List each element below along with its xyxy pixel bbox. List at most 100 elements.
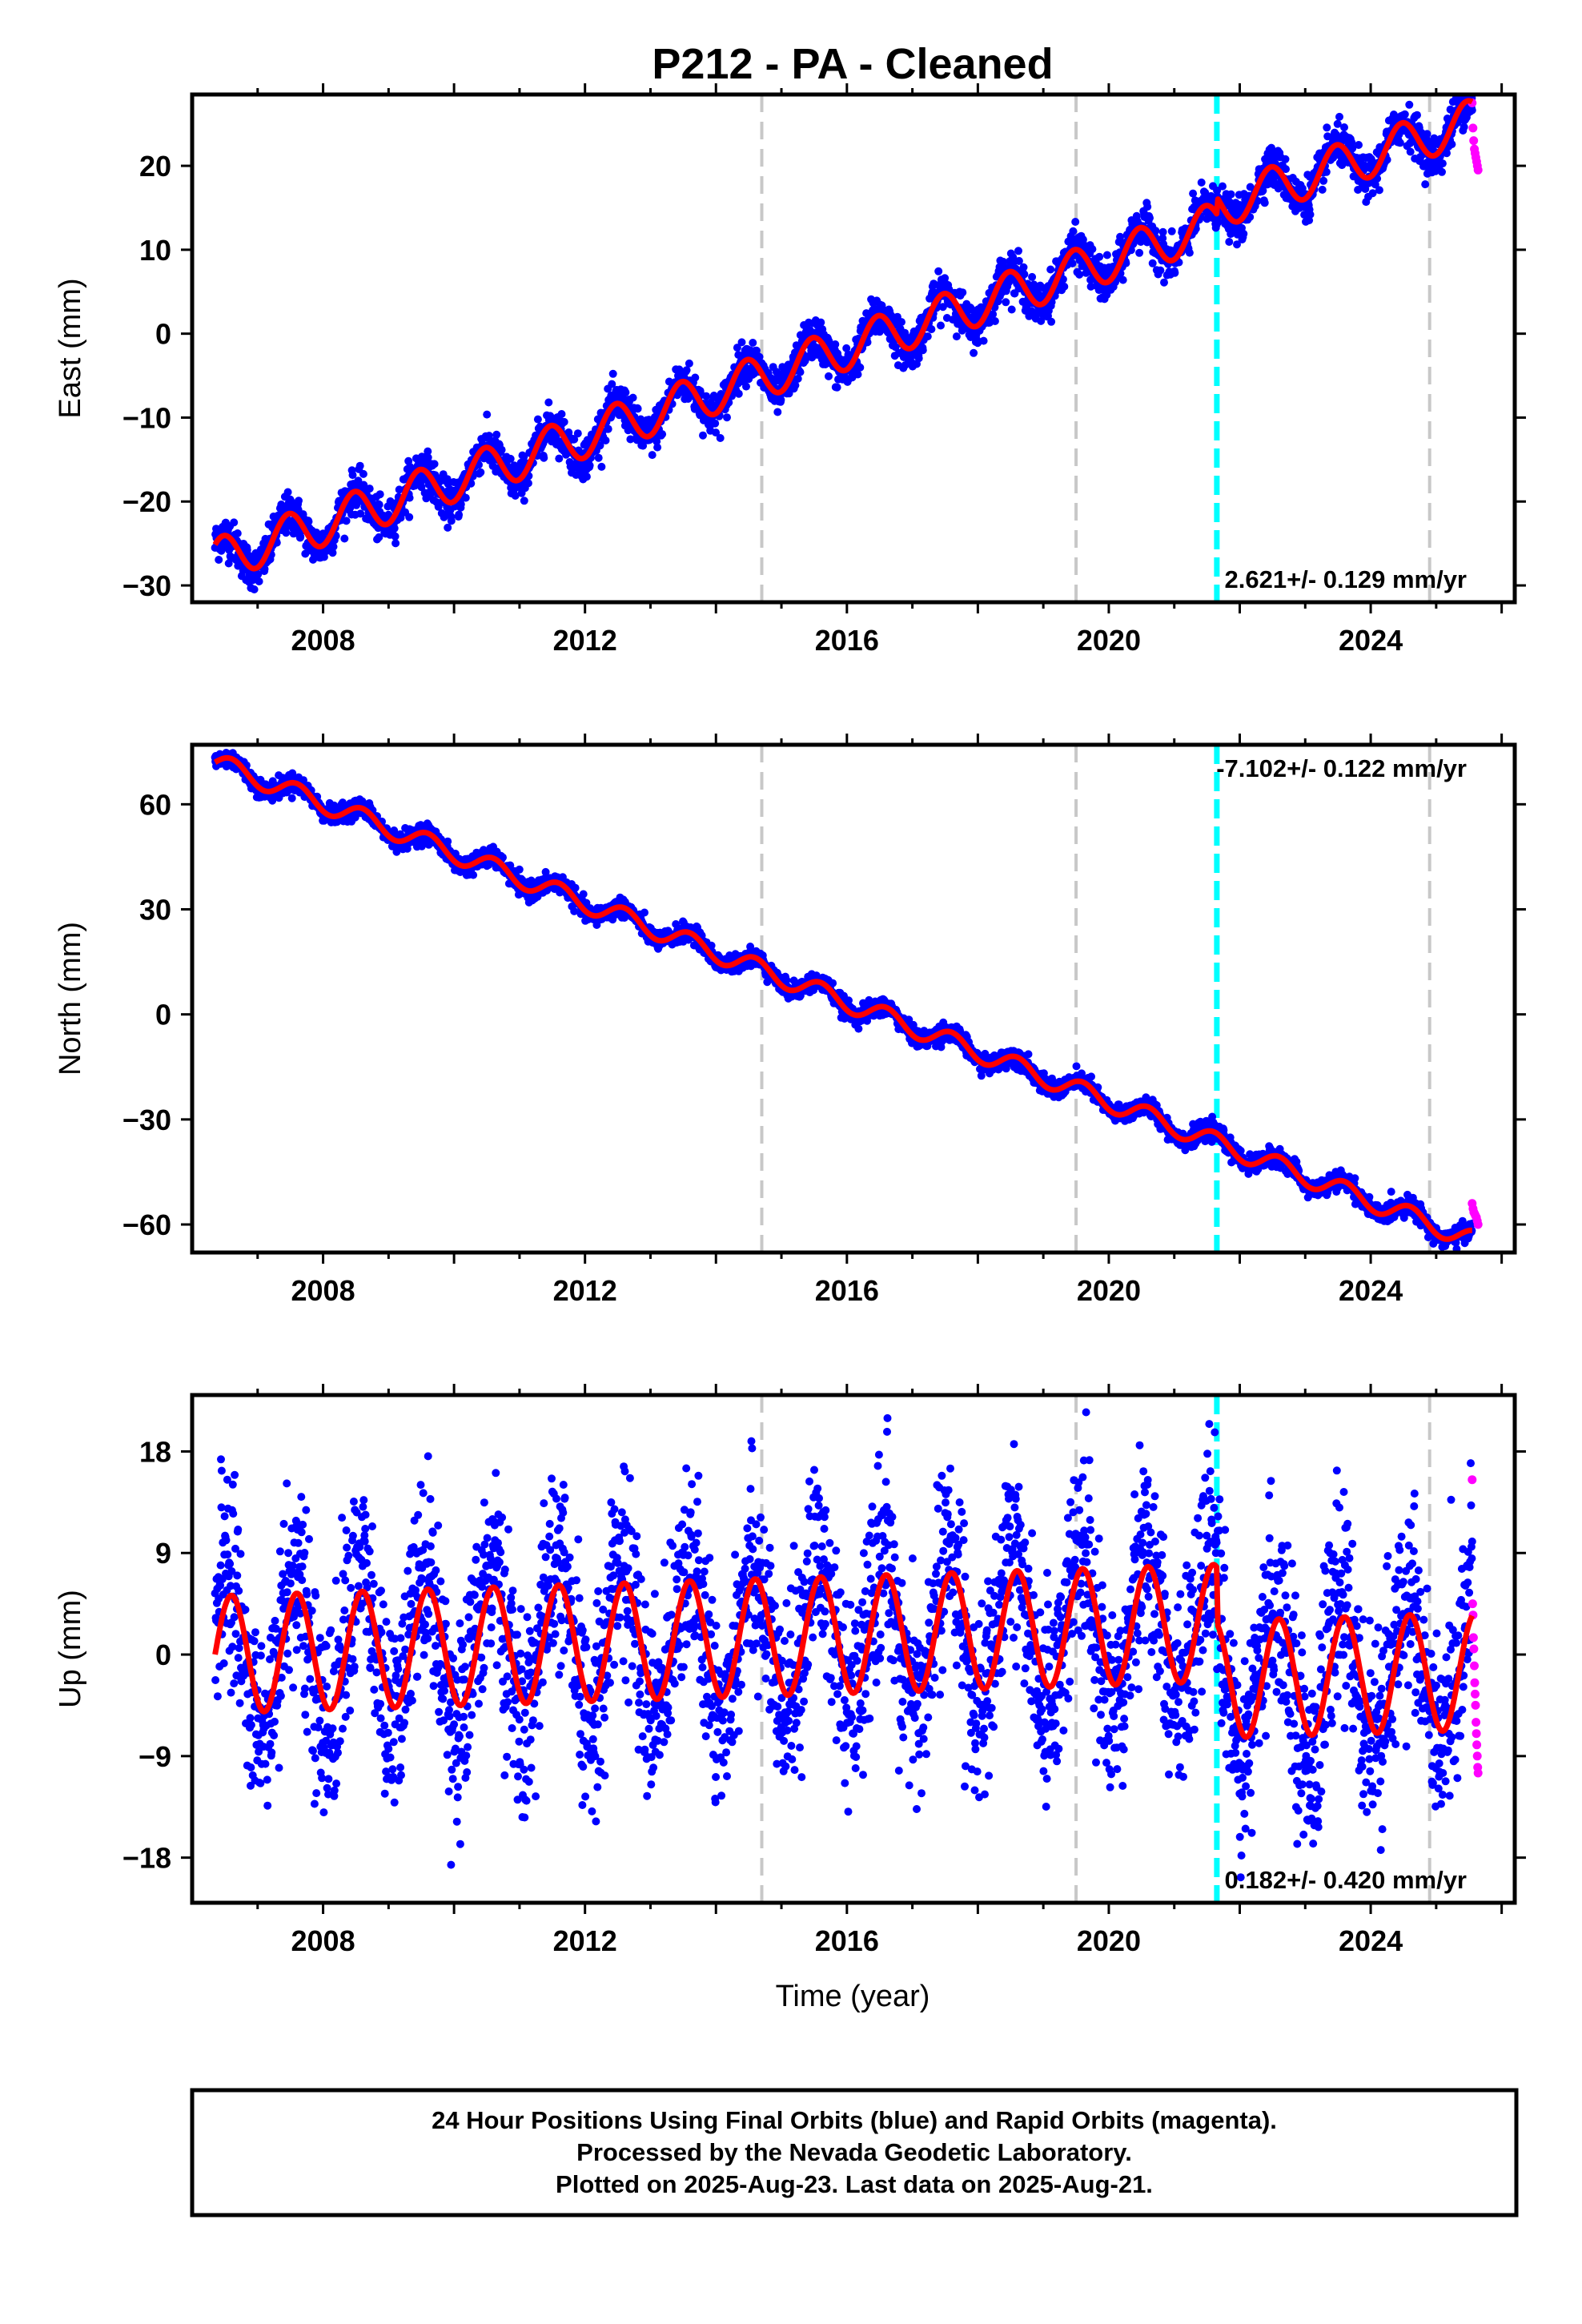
- final-point: [511, 492, 520, 500]
- final-point: [712, 428, 721, 437]
- rapid-orbit-points: [1468, 99, 1483, 175]
- x-tick-label: 2008: [291, 624, 355, 657]
- final-point: [897, 318, 905, 327]
- final-point: [742, 382, 750, 391]
- final-point: [970, 348, 978, 357]
- final-point: [825, 372, 833, 380]
- final-point: [1300, 211, 1309, 219]
- final-point: [648, 451, 656, 460]
- final-point: [340, 534, 349, 543]
- final-point: [1348, 144, 1357, 153]
- final-point: [391, 532, 400, 541]
- final-point: [283, 488, 292, 497]
- final-point: [417, 483, 426, 492]
- final-point: [1116, 232, 1125, 241]
- final-point: [1167, 227, 1176, 235]
- final-point: [596, 441, 604, 450]
- final-point: [375, 501, 383, 509]
- final-point: [628, 393, 637, 402]
- final-point: [639, 441, 648, 450]
- y-tick-label: −20: [122, 485, 171, 518]
- final-point: [492, 430, 501, 439]
- final-point: [1014, 247, 1022, 255]
- final-point: [1214, 218, 1223, 227]
- x-tick-label: 2024: [1339, 624, 1403, 657]
- final-point: [1095, 252, 1104, 261]
- final-point: [1335, 112, 1343, 121]
- final-point: [1037, 316, 1046, 325]
- final-point: [685, 359, 693, 368]
- final-point: [579, 890, 588, 899]
- final-point: [1323, 132, 1332, 141]
- final-point: [1197, 178, 1206, 187]
- final-point: [1170, 268, 1179, 277]
- final-point: [682, 366, 691, 375]
- final-point: [469, 870, 478, 879]
- final-point: [328, 549, 337, 557]
- final-point: [1405, 100, 1414, 109]
- final-point: [711, 419, 720, 428]
- final-point: [1306, 210, 1315, 219]
- final-point: [329, 542, 338, 551]
- final-point: [1151, 227, 1160, 235]
- final-point: [1438, 159, 1447, 168]
- final-point: [355, 461, 364, 470]
- final-point: [652, 437, 661, 446]
- final-point: [1007, 305, 1016, 314]
- final-point: [594, 453, 603, 462]
- final-point: [1158, 234, 1167, 243]
- final-orbit-points: [211, 94, 1476, 593]
- final-point: [927, 325, 936, 334]
- final-point: [601, 436, 610, 444]
- final-point: [958, 288, 967, 297]
- final-point: [653, 443, 662, 452]
- final-point: [356, 509, 365, 518]
- final-point: [524, 479, 532, 488]
- final-point: [749, 339, 757, 347]
- final-point: [702, 392, 711, 400]
- final-point: [254, 570, 263, 579]
- final-point: [255, 577, 263, 585]
- final-point: [520, 452, 528, 461]
- final-point: [723, 413, 731, 422]
- y-tick-label: −10: [122, 401, 171, 434]
- final-point: [287, 794, 296, 802]
- final-point: [540, 453, 548, 462]
- final-point: [1014, 256, 1023, 265]
- final-point: [934, 267, 943, 275]
- final-point: [1219, 182, 1227, 191]
- final-point: [447, 517, 456, 525]
- final-point: [1146, 214, 1154, 223]
- final-point: [1227, 190, 1235, 199]
- rapid-point: [1468, 123, 1478, 133]
- final-point: [1239, 229, 1248, 238]
- final-point: [1047, 317, 1056, 326]
- final-point: [1375, 186, 1383, 195]
- final-point: [1443, 149, 1451, 158]
- final-point: [1333, 119, 1342, 128]
- final-point: [365, 485, 374, 493]
- final-point: [1068, 259, 1077, 267]
- final-point: [1361, 185, 1370, 193]
- final-point: [390, 524, 399, 533]
- final-point: [483, 410, 492, 419]
- final-point: [817, 318, 825, 327]
- final-point: [476, 468, 485, 476]
- final-point: [455, 510, 464, 519]
- final-point: [979, 336, 988, 345]
- final-point: [1158, 227, 1167, 236]
- final-point: [773, 408, 782, 416]
- final-point: [515, 865, 524, 874]
- final-point: [520, 497, 528, 505]
- final-point: [891, 343, 900, 352]
- final-point: [585, 461, 594, 470]
- panel-frame: [190, 92, 1517, 605]
- final-point: [1020, 270, 1029, 279]
- y-axis-label: East (mm): [54, 278, 87, 418]
- plot-area: [211, 745, 1483, 1252]
- final-point: [230, 518, 239, 527]
- plot-area: [211, 94, 1483, 602]
- final-point: [497, 445, 506, 454]
